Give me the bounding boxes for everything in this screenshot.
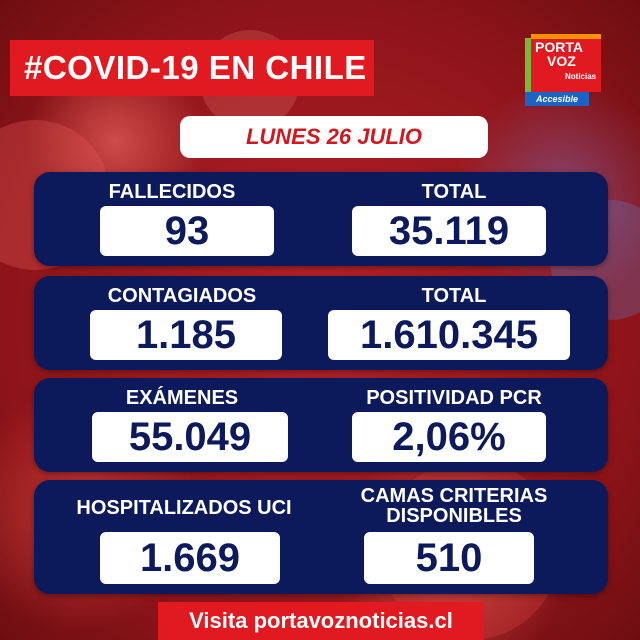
date-label: LUNES 26 JULIO	[180, 116, 488, 158]
examenes-label: EXÁMENES	[125, 387, 239, 409]
camas-label: CAMAS CRITERIAS DISPONIBLES	[344, 486, 564, 526]
hospitalizados-label: HOSPITALIZADOS UCI	[76, 497, 292, 519]
fallecidos-value: 93	[100, 206, 274, 256]
positividad-value: 2,06%	[352, 412, 546, 462]
hospitalizados-value: 1.669	[100, 532, 280, 584]
fallecidos-total-label: TOTAL	[421, 181, 487, 203]
contagiados-total-label: TOTAL	[421, 285, 487, 307]
examenes-value: 55.049	[92, 412, 288, 462]
hospitalizacion-panel: HOSPITALIZADOS UCI 1.669 CAMAS CRITERIAS…	[34, 480, 608, 594]
fallecidos-total-value: 35.119	[352, 206, 546, 256]
portavoz-logo[interactable]: PORTA VOZ Noticias Accesible	[525, 34, 601, 108]
contagiados-panel: CONTAGIADOS 1.185 TOTAL 1.610.345	[34, 276, 608, 370]
contagiados-total-value: 1.610.345	[328, 310, 570, 360]
logo-text: PORTA VOZ	[535, 40, 583, 68]
logo-accesible-badge: Accesible	[525, 92, 589, 106]
camas-label-line1: CAMAS CRITERIAS	[360, 485, 548, 507]
logo-green-stripe	[525, 38, 531, 92]
logo-line2: VOZ	[547, 53, 576, 69]
positividad-label: POSITIVIDAD PCR	[366, 387, 542, 409]
footer-link[interactable]: Visita portavoznoticias.cl	[158, 602, 484, 640]
header-title: #COVID-19 EN CHILE	[10, 40, 374, 96]
camas-label-line2: DISPONIBLES	[386, 505, 522, 527]
logo-subtitle: Noticias	[565, 72, 597, 81]
logo-line1: PORTA	[535, 39, 583, 55]
camas-value: 510	[364, 532, 534, 584]
contagiados-label: CONTAGIADOS	[107, 285, 257, 307]
logo-red-block	[531, 34, 601, 92]
contagiados-value: 1.185	[90, 310, 282, 360]
examenes-panel: EXÁMENES 55.049 POSITIVIDAD PCR 2,06%	[34, 378, 608, 472]
fallecidos-panel: FALLECIDOS 93 TOTAL 35.119	[34, 172, 608, 266]
fallecidos-label: FALLECIDOS	[108, 181, 236, 203]
